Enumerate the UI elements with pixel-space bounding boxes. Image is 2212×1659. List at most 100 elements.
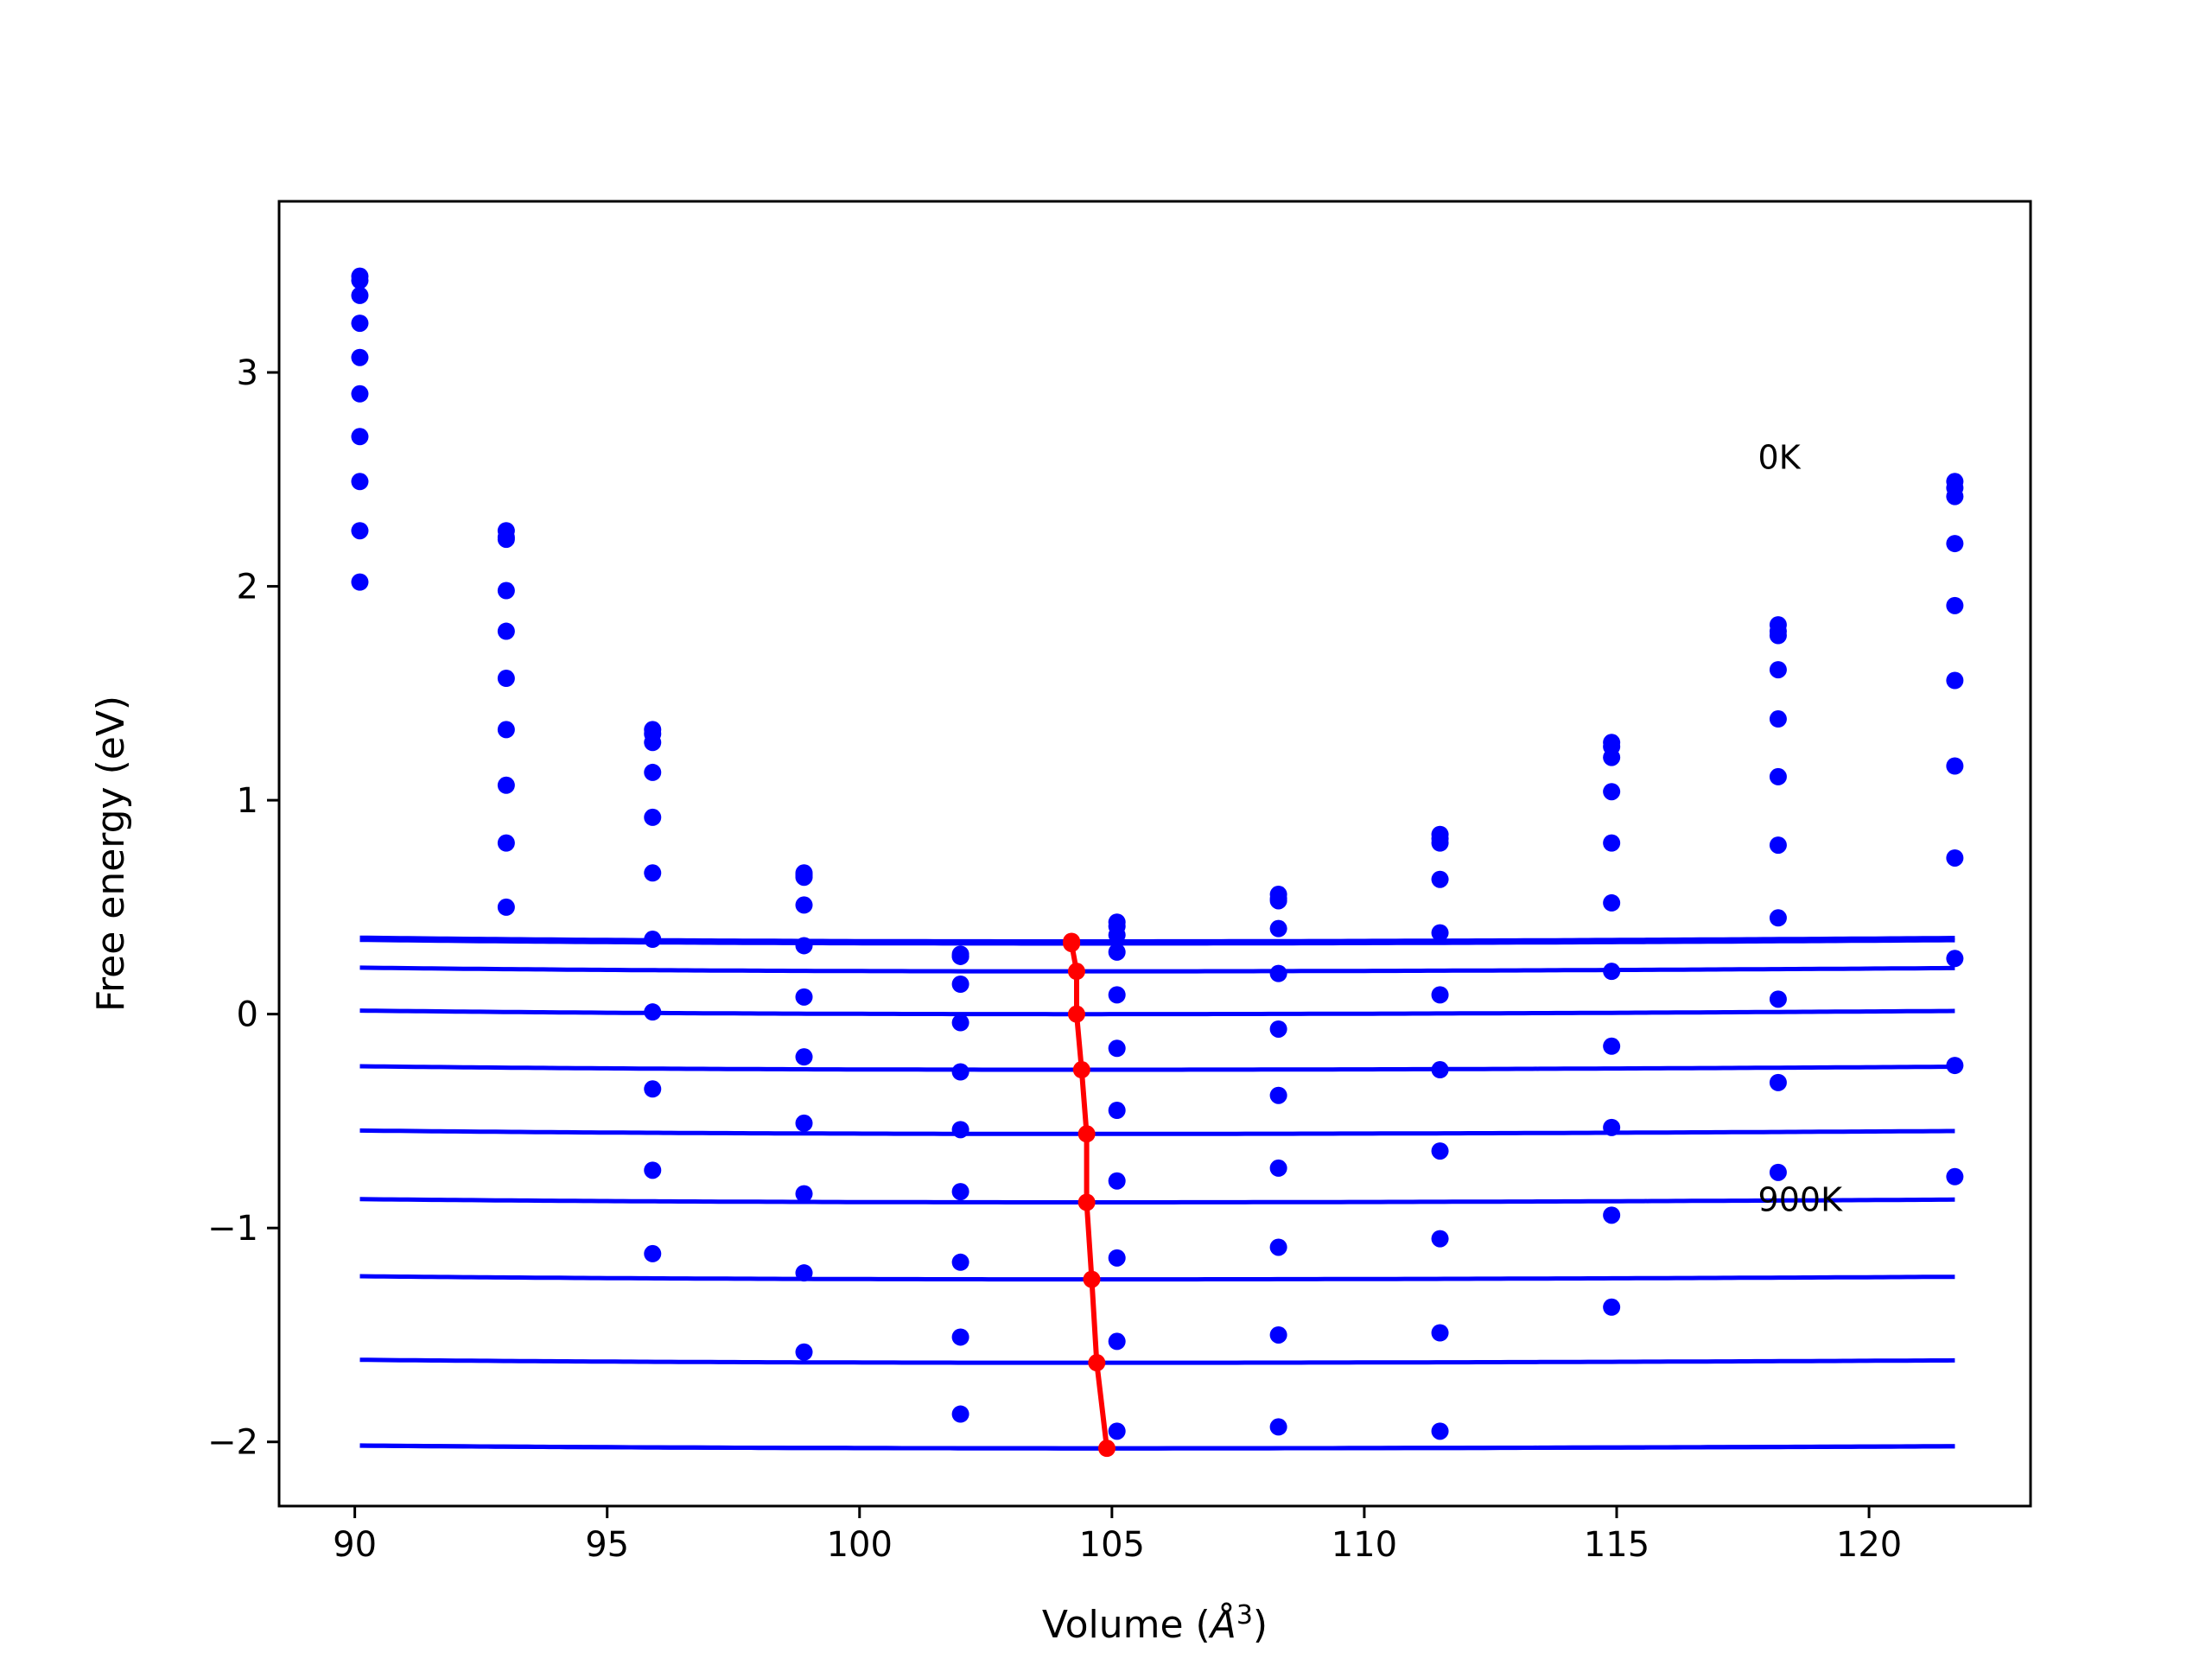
data-point: [1769, 909, 1787, 927]
x-axis-label-exponent: 3: [1236, 1600, 1253, 1630]
data-point: [1769, 767, 1787, 785]
minimum-line: [1063, 932, 1116, 1458]
data-point: [1108, 1102, 1126, 1120]
fit-curve-5: [359, 1128, 1955, 1136]
y-tick-label: 3: [237, 353, 258, 393]
x-tick-label: 115: [1584, 1525, 1649, 1565]
plot-frame: [277, 200, 2032, 1508]
annotation-label: 900K: [1758, 1180, 1844, 1218]
data-points: [351, 267, 1964, 1440]
data-point: [951, 947, 969, 965]
data-point: [1108, 926, 1126, 944]
data-point: [795, 1264, 813, 1282]
data-point: [1431, 1142, 1449, 1160]
data-point: [1431, 1061, 1449, 1079]
data-point: [1269, 1020, 1287, 1038]
data-point: [795, 1114, 813, 1132]
data-point: [1946, 596, 1964, 614]
data-point: [644, 808, 662, 826]
data-point: [1769, 710, 1787, 728]
minimum-point: [1098, 1440, 1116, 1458]
y-tick-label: 0: [237, 995, 258, 1035]
data-point: [951, 1253, 969, 1271]
data-point: [644, 1003, 662, 1021]
fit-curve-2: [359, 965, 1955, 974]
data-point: [351, 428, 369, 446]
data-point: [1603, 1206, 1621, 1224]
data-point: [1769, 1073, 1787, 1091]
data-point: [351, 348, 369, 366]
data-point: [1269, 964, 1287, 982]
data-point: [1603, 1298, 1621, 1316]
x-axis-ticks: 90 95 100 105 110 115 120: [333, 1506, 1902, 1565]
data-point: [1769, 661, 1787, 679]
data-point: [1769, 990, 1787, 1008]
data-point: [497, 898, 515, 916]
minimum-point: [1077, 1125, 1096, 1143]
minimum-point: [1067, 1005, 1085, 1023]
data-point: [1108, 1039, 1126, 1058]
data-point: [1269, 1159, 1287, 1177]
x-tick-label: 110: [1332, 1525, 1397, 1565]
data-point: [351, 315, 369, 333]
data-point: [1431, 870, 1449, 888]
data-point: [1108, 943, 1126, 961]
data-point: [1269, 1086, 1287, 1104]
data-point: [1769, 836, 1787, 855]
annotation-label: 0K: [1758, 438, 1802, 476]
y-axis-label: Free energy (eV): [89, 696, 133, 1012]
data-point: [644, 864, 662, 882]
data-point: [351, 271, 369, 289]
minimum-line-path: [1069, 941, 1109, 1449]
data-point: [1769, 1163, 1787, 1181]
data-point: [1946, 1167, 1964, 1185]
fit-curve-10: [359, 1443, 1955, 1451]
data-point: [1946, 671, 1964, 690]
data-point: [1108, 1422, 1126, 1440]
data-point: [351, 385, 369, 403]
data-point: [1108, 1172, 1126, 1190]
data-point: [795, 937, 813, 955]
data-point: [1108, 1249, 1126, 1267]
data-point: [1269, 1238, 1287, 1256]
x-tick-label: 100: [827, 1525, 893, 1565]
fit-curve-7: [359, 1274, 1955, 1282]
minimum-point: [1067, 963, 1085, 981]
x-tick-label: 105: [1079, 1525, 1145, 1565]
data-point: [497, 582, 515, 600]
data-point: [497, 622, 515, 640]
data-point: [497, 721, 515, 739]
data-point: [1108, 986, 1126, 1004]
y-tick-label: 2: [237, 568, 258, 607]
data-point: [1269, 1325, 1287, 1344]
data-point: [1946, 950, 1964, 968]
y-axis-ticks: −2 −1 0 1 2 3: [207, 353, 279, 1463]
data-point: [951, 1121, 969, 1139]
data-point: [1269, 919, 1287, 938]
data-point: [351, 473, 369, 491]
y-tick-label: −1: [207, 1209, 258, 1249]
data-point: [1946, 1057, 1964, 1075]
fit-curve-8: [359, 1357, 1955, 1365]
minimum-point: [1083, 1270, 1101, 1288]
data-point: [795, 988, 813, 1006]
x-tick-label: 120: [1836, 1525, 1902, 1565]
fit-curve-6: [359, 1197, 1955, 1205]
data-point: [1603, 963, 1621, 981]
data-point: [1431, 924, 1449, 942]
fit-curve-3: [359, 1008, 1955, 1017]
fitted-curves: [359, 935, 1955, 1451]
x-tick-label: 95: [585, 1525, 629, 1565]
data-point: [1603, 1118, 1621, 1136]
data-point: [951, 1405, 969, 1423]
data-point: [644, 931, 662, 949]
annotations: 0K 900K: [1758, 438, 1844, 1218]
data-point: [951, 1063, 969, 1081]
y-tick-label: −2: [207, 1423, 258, 1463]
data-point: [644, 1080, 662, 1098]
data-point: [497, 531, 515, 549]
data-point: [1603, 748, 1621, 766]
x-tick-label: 90: [333, 1525, 377, 1565]
data-point: [951, 1328, 969, 1346]
